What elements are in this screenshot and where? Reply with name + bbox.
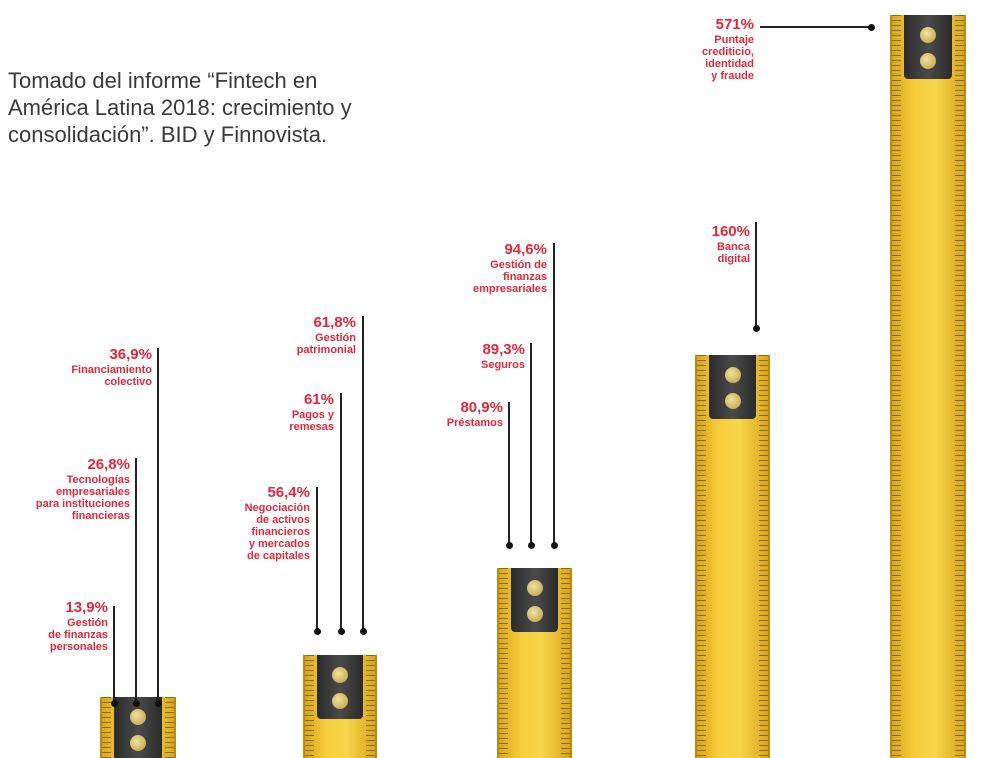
category-label: empresariales — [56, 486, 130, 498]
bolt — [130, 709, 146, 725]
category-label: Gestión — [315, 332, 356, 344]
leader-dot — [752, 325, 760, 332]
tape-measure — [890, 15, 966, 758]
percentage: 26,8% — [87, 456, 130, 473]
label-group: 61% Pagos y remesas — [289, 390, 334, 433]
category-label: finanzas — [502, 271, 547, 283]
label-group: 56,4% Negociación de activos financieros y m… — [245, 483, 310, 562]
tape-measure — [100, 697, 176, 758]
category-label: Seguros — [480, 359, 525, 371]
leader-line — [157, 348, 159, 703]
bolt — [332, 667, 348, 683]
category-label: identidad — [705, 58, 754, 70]
tape-measure — [497, 568, 572, 758]
category-label: Gestión — [67, 617, 108, 629]
leader-line — [755, 222, 757, 328]
note-line: Tomado del informe “Fintech en — [8, 68, 318, 93]
bolt — [724, 367, 741, 383]
percentage: 80,9% — [460, 399, 503, 416]
category-label: y fraude — [711, 70, 754, 82]
percentage: 36,9% — [109, 346, 152, 363]
note-line: consolidación”. BID y Finnovista. — [8, 122, 328, 147]
leader-dot — [550, 542, 558, 549]
leader-dot — [313, 628, 321, 635]
category-label: para instituciones — [35, 498, 130, 510]
tape-tip — [114, 697, 162, 758]
tape-tip — [709, 355, 756, 419]
category-label: Pagos y — [291, 409, 334, 421]
leader-line — [113, 606, 115, 703]
leader-dot — [359, 628, 367, 635]
category-label: Préstamos — [446, 417, 503, 429]
category-label: financieras — [71, 510, 130, 522]
tape-tip — [904, 15, 952, 79]
category-label: Tecnologías — [66, 474, 130, 486]
leader-dot — [868, 23, 875, 31]
bolt — [332, 693, 348, 709]
category-label: Negociación — [244, 502, 310, 514]
bolt — [724, 393, 741, 409]
leader-line — [760, 26, 870, 28]
source-note: Tomado del informe “Fintech en América L… — [8, 67, 352, 148]
tape-measure — [303, 655, 377, 758]
category-label: remesas — [289, 421, 334, 433]
leader-line — [316, 487, 318, 631]
label-group: 36,9% Financiamiento colectivo — [71, 345, 152, 388]
bolt — [130, 735, 146, 751]
leader-line — [553, 243, 555, 545]
label-group: 160% Banca digital — [712, 222, 750, 265]
category-label: y mercados — [248, 538, 310, 550]
category-label: digital — [717, 253, 750, 265]
leader-dot — [337, 628, 345, 635]
leader-dot — [110, 700, 118, 707]
percentage: 56,4% — [267, 484, 310, 501]
category-label: Financiamiento — [71, 364, 152, 376]
bolt — [526, 606, 543, 622]
leader-line — [530, 343, 532, 545]
bolt — [920, 27, 936, 43]
category-label: personales — [49, 641, 108, 653]
category-label: Puntaje — [714, 34, 754, 46]
leader-dot — [132, 700, 140, 707]
tape-tip — [511, 568, 558, 632]
tape-measure — [695, 355, 770, 758]
label-group: 571% Puntaje crediticio, identidad y fraude — [702, 15, 754, 82]
label-group: 94,6% Gestión de finanzas empresariales — [473, 240, 547, 295]
label-group: 80,9% Préstamos — [447, 398, 503, 429]
percentage: 94,6% — [504, 241, 547, 258]
percentage: 13,9% — [65, 599, 108, 616]
leader-dot — [154, 700, 162, 707]
category-label: de activos — [256, 514, 310, 526]
category-label: Gestión de — [490, 259, 547, 271]
category-label: crediticio, — [702, 46, 754, 58]
category-label: de finanzas — [48, 629, 108, 641]
leader-line — [340, 393, 342, 631]
label-group: 61,8% Gestión patrimonial — [297, 313, 356, 356]
category-label: financieros — [251, 526, 310, 538]
leader-line — [508, 402, 510, 545]
percentage: 61,8% — [313, 314, 356, 331]
percentage: 160% — [711, 223, 750, 240]
leader-line — [135, 458, 137, 703]
bolt — [920, 53, 936, 69]
leader-line — [362, 316, 364, 631]
category-label: patrimonial — [296, 344, 356, 356]
percentage: 89,3% — [482, 341, 525, 358]
leader-dot — [527, 542, 535, 549]
bolt — [526, 580, 543, 596]
category-label: colectivo — [104, 376, 152, 388]
label-group: 26,8% Tecnologías empresariales para instit… — [36, 455, 130, 522]
label-group: 13,9% Gestión de finanzas personales — [48, 598, 108, 653]
tape-tip — [317, 655, 363, 719]
category-label: Banca — [716, 241, 750, 253]
percentage: 571% — [715, 16, 754, 33]
leader-dot — [505, 542, 513, 549]
category-label: de capitales — [247, 550, 310, 562]
label-group: 89,3% Seguros — [481, 340, 525, 371]
percentage: 61% — [303, 391, 334, 408]
category-label: empresariales — [473, 283, 547, 295]
note-line: América Latina 2018: crecimiento y — [8, 95, 352, 120]
